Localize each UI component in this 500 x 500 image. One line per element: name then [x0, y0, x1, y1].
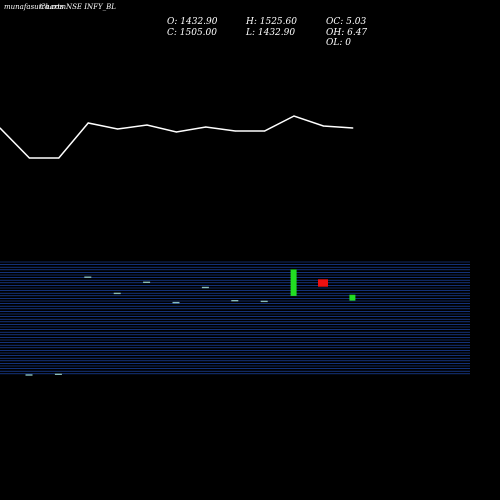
line-plot	[0, 115, 354, 159]
line-point	[117, 128, 119, 130]
stat-oh: OH: 6.47	[326, 28, 367, 38]
stat-ol: OL: 0	[326, 38, 351, 48]
candle-flat	[143, 281, 151, 283]
line-point	[28, 157, 30, 159]
candle-flat	[25, 374, 33, 376]
line-point	[322, 125, 324, 127]
stat-close: C: 1505.00	[167, 28, 217, 38]
line-point	[293, 115, 295, 117]
stat-high: H: 1525.60	[245, 17, 297, 27]
line-point	[205, 126, 207, 128]
candle-flat	[172, 301, 180, 304]
line-point	[175, 131, 177, 133]
price-grid	[0, 261, 470, 375]
site-label: munafasutra.com	[4, 3, 66, 11]
line-point	[0, 127, 1, 129]
candle-flat	[201, 286, 209, 289]
candle-bull	[349, 294, 356, 301]
line-point	[58, 157, 60, 159]
candle-flat	[84, 276, 92, 278]
candle-flat	[231, 300, 239, 302]
candle-flat	[54, 373, 62, 375]
line-point	[146, 124, 148, 126]
line-point	[234, 130, 236, 132]
stat-open: O: 1432.90	[167, 17, 218, 27]
candle-plot	[25, 269, 356, 376]
stat-low: L: 1432.90	[245, 28, 295, 38]
chart-label: Charts NSE INFY_BL	[40, 3, 116, 11]
candle-bull	[290, 269, 297, 296]
candle-flat	[113, 292, 121, 295]
stat-oc: OC: 5.03	[326, 17, 366, 27]
candle-bear	[318, 279, 328, 287]
line-point	[87, 122, 89, 124]
candle-flat	[260, 300, 268, 303]
line-point	[264, 130, 266, 132]
line-point	[352, 127, 354, 129]
